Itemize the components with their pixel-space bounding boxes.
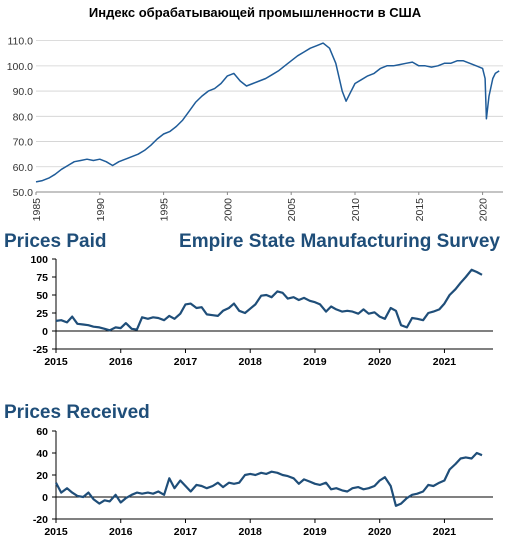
y-tick-label: 40: [36, 448, 48, 460]
x-tick-label: 2015: [44, 356, 68, 368]
y-tick-label: 25: [36, 308, 48, 320]
x-tick-label: 2019: [303, 356, 327, 368]
x-tick-label: 1995: [159, 198, 171, 222]
x-tick-label: 2021: [433, 356, 457, 368]
x-tick-label: 2020: [368, 526, 392, 538]
series-line: [35, 42, 500, 183]
series-line: [55, 268, 483, 332]
x-tick-label: 2015: [414, 198, 426, 222]
y-tick-label: 110.0: [8, 36, 34, 48]
y-tick-label: 0: [42, 492, 48, 504]
y-tick-label: 20: [36, 470, 48, 482]
x-tick-label: 2018: [239, 526, 263, 538]
panel-title: Prices Paid: [4, 231, 106, 252]
x-tick-label: 2020: [368, 356, 392, 368]
y-tick-label: 50.0: [13, 187, 34, 199]
series-line: [55, 451, 483, 507]
y-tick-label: 50: [36, 290, 48, 302]
x-tick-label: 2020: [478, 198, 490, 222]
prices-paid-chart: Prices Paid Empire State Manufacturing S…: [4, 231, 500, 368]
y-tick-label: 70.0: [13, 137, 34, 149]
y-tick-label: 100.0: [7, 61, 33, 73]
y-tick-label: 100: [30, 254, 48, 266]
x-tick-label: 2021: [433, 526, 457, 538]
panel-title: Prices Received: [4, 402, 150, 423]
y-tick-label: 60: [36, 426, 48, 438]
y-tick-label: 75: [36, 272, 48, 284]
y-tick-label: 60.0: [13, 162, 34, 174]
y-tick-label: 0: [42, 326, 48, 338]
y-tick-label: -25: [33, 344, 48, 356]
x-tick-label: 2016: [109, 526, 133, 538]
chart-title: Индекс обрабатывающей промышленности в С…: [89, 5, 422, 20]
y-tick-label: 80.0: [13, 111, 34, 123]
x-tick-label: 1985: [31, 198, 43, 222]
panel-subtitle: Empire State Manufacturing Survey: [179, 231, 500, 252]
x-tick-label: 2019: [303, 526, 327, 538]
x-tick-label: 1990: [95, 198, 107, 222]
x-tick-label: 2018: [239, 356, 263, 368]
y-tick-label: -20: [33, 514, 48, 526]
x-tick-label: 2016: [109, 356, 133, 368]
y-tick-label: 90.0: [13, 86, 34, 98]
x-tick-label: 2010: [350, 198, 362, 222]
x-tick-label: 2005: [286, 198, 298, 222]
x-tick-label: 2000: [222, 198, 234, 222]
x-tick-label: 2017: [174, 356, 198, 368]
x-tick-label: 2015: [44, 526, 68, 538]
x-tick-label: 2017: [174, 526, 198, 538]
manufacturing-index-chart: Индекс обрабатывающей промышленности в С…: [7, 5, 503, 221]
prices-received-chart: Prices Received 60 40 20 0 -20 2015 2016 2017 2…: [4, 402, 493, 538]
